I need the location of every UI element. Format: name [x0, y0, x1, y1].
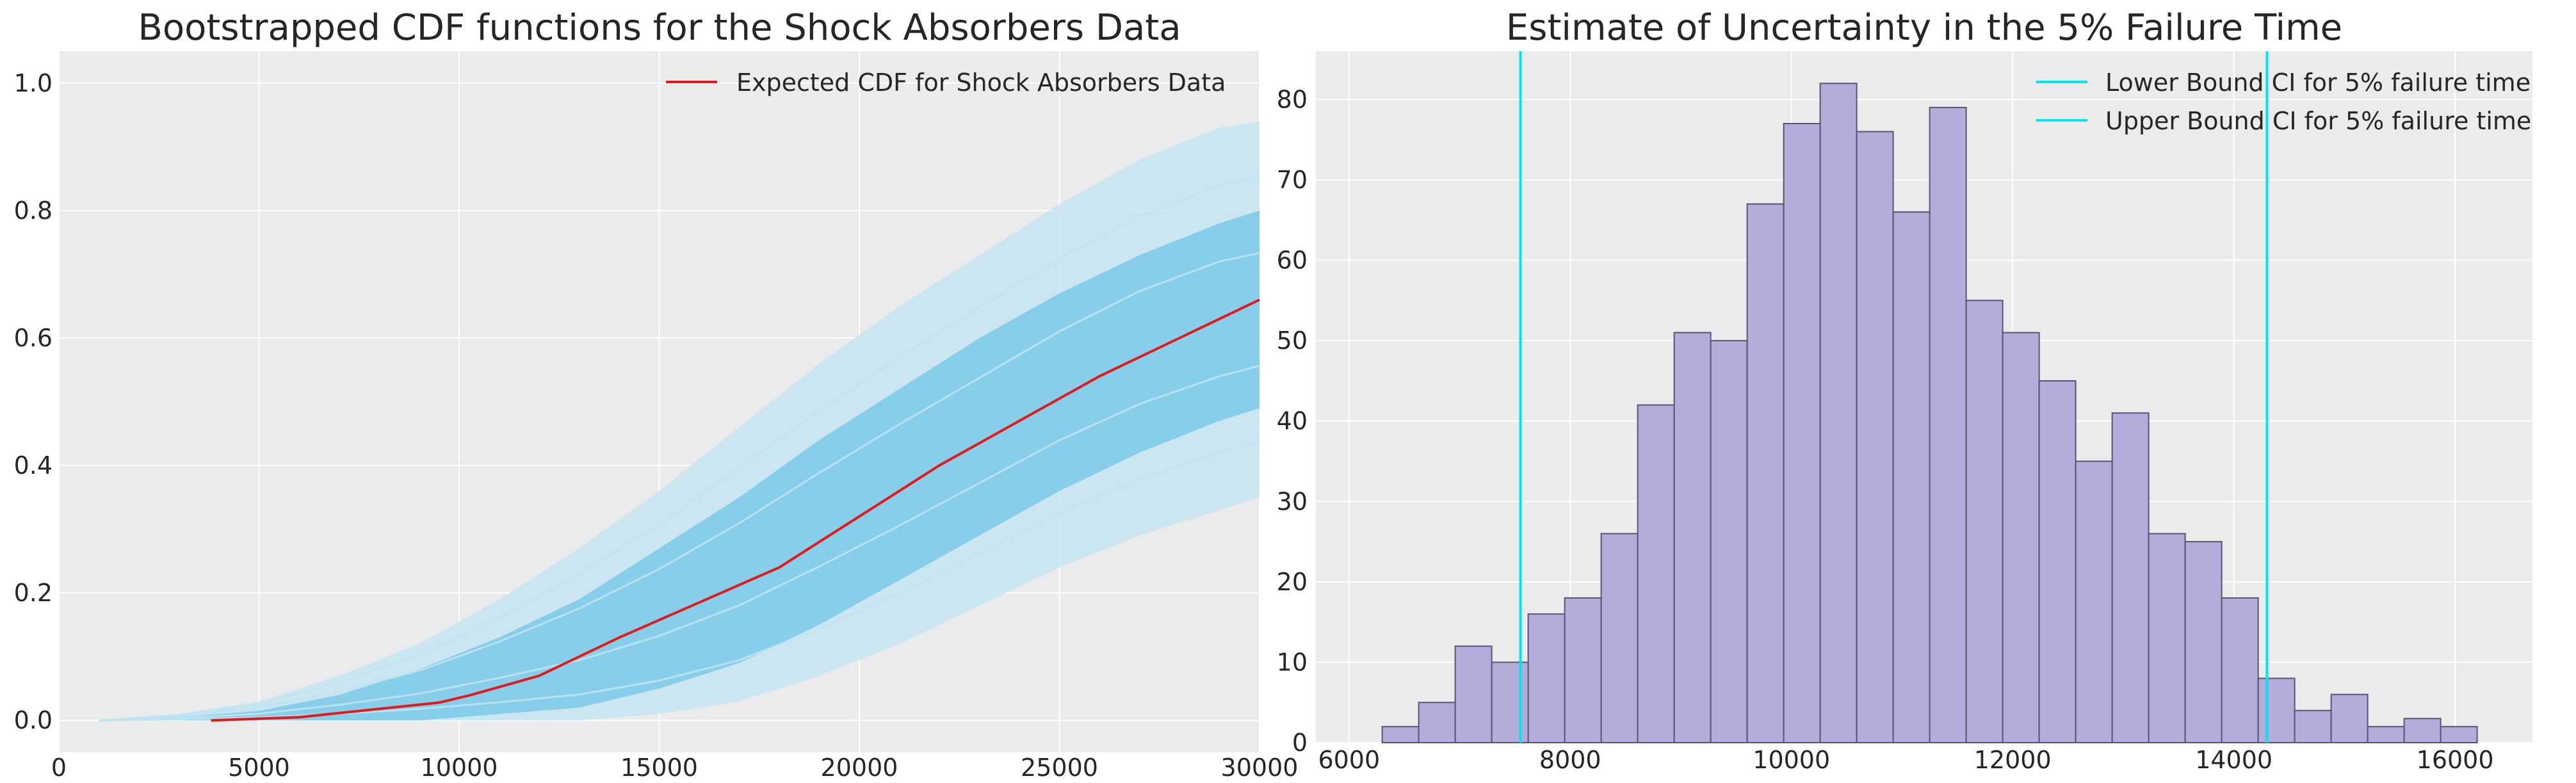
histogram-bar [1929, 106, 1967, 743]
cdf-y-tick-label: 0.6 [14, 324, 53, 352]
cdf-legend-label-expected: Expected CDF for Shock Absorbers Data [736, 69, 1226, 97]
histogram-bar [2257, 677, 2296, 744]
cdf-y-tick-label: 1.0 [14, 69, 53, 97]
histogram-bar [1418, 702, 1456, 744]
histogram-bar [1491, 661, 1529, 743]
histogram-bar [2367, 725, 2405, 743]
cdf-chart-title: Bootstrapped CDF functions for the Shock… [138, 7, 1181, 49]
histogram-legend: Lower Bound CI for 5% failure time Upper… [2036, 69, 2531, 135]
histogram-bar [2294, 709, 2332, 744]
histogram-y-tick-label: 10 [1277, 648, 1308, 676]
histogram-legend-label-upper: Upper Bound CI for 5% failure time [2105, 107, 2531, 135]
cdf-x-tick-label: 20000 [821, 754, 898, 782]
histogram-bar [1454, 645, 1493, 743]
histogram-x-tick-label: 6000 [1318, 746, 1380, 774]
bootstrap-band-core [99, 210, 1260, 721]
histogram-bar [1381, 725, 1420, 743]
histogram-bar [2002, 332, 2040, 743]
bootstrap-curve [99, 177, 1260, 722]
histogram-bar [2330, 693, 2369, 743]
bootstrap-curve [99, 252, 1260, 722]
histogram-bar [1856, 131, 1894, 743]
histogram-y-tick-label: 50 [1277, 327, 1308, 355]
histogram-bar [2148, 533, 2186, 743]
cdf-y-tick-label: 0.0 [14, 706, 53, 734]
cdf-y-tick-label: 0.2 [14, 579, 53, 607]
histogram-x-tick-label: 14000 [2195, 746, 2272, 774]
histogram-y-tick-label: 80 [1277, 85, 1308, 113]
histogram-bar [2184, 541, 2223, 743]
expected-cdf-line [211, 298, 1260, 722]
histogram-y-tick-label: 30 [1277, 487, 1308, 515]
histogram-bar [1600, 533, 1639, 743]
cdf-x-tick-label: 25000 [1021, 754, 1098, 782]
histogram-bar [1892, 211, 1931, 743]
cdf-bootstrap-band [99, 121, 1260, 722]
histogram-bar [1673, 332, 1712, 743]
histogram-x-tick-label: 10000 [1753, 746, 1830, 774]
histogram-bar [1746, 203, 1785, 743]
cdf-series [211, 298, 1260, 722]
cdf-x-tick-label: 15000 [620, 754, 698, 782]
histogram-bar [1710, 340, 1748, 743]
histogram-y-tick-label: 70 [1277, 166, 1308, 194]
histogram-x-tick-label: 16000 [2417, 746, 2494, 774]
histogram-x-tick-label: 12000 [1974, 746, 2052, 774]
cdf-x-tick-label: 0 [51, 754, 67, 782]
histogram-y-tick-label: 60 [1277, 246, 1308, 275]
histogram-bar [2075, 460, 2113, 743]
bootstrap-band-outer [99, 121, 1260, 721]
cdf-x-tick-label: 5000 [228, 754, 290, 782]
histogram-bar [1965, 300, 2004, 744]
cdf-x-tick-label: 10000 [421, 754, 498, 782]
histogram-ci-lines [1519, 51, 2269, 743]
cdf-x-tick-label: 30000 [1221, 754, 1299, 782]
histogram-bar [2403, 718, 2442, 743]
histogram-bar [2038, 380, 2077, 743]
histogram-bars [1381, 83, 2478, 744]
histogram-bar [1527, 613, 1566, 743]
bootstrap-curve [99, 440, 1260, 722]
cdf-tick-labels: 0 5000 10000 15000 20000 25000 30000 0.0 0.2 0.4 0… [14, 69, 1299, 782]
histogram-legend-label-lower: Lower Bound CI for 5% failure time [2105, 69, 2531, 97]
cdf-y-tick-label: 0.8 [14, 197, 53, 225]
histogram-y-tick-label: 20 [1277, 568, 1308, 596]
histogram-bar [1637, 404, 1675, 743]
histogram-bar [2440, 725, 2478, 743]
histogram-bar [1783, 123, 1821, 743]
histogram-x-tick-label: 8000 [1539, 746, 1601, 774]
histogram-y-tick-label: 0 [1292, 729, 1308, 757]
histogram-y-tick-label: 40 [1277, 407, 1308, 435]
histogram-chart-title: Estimate of Uncertainty in the 5% Failur… [1506, 7, 2342, 49]
cdf-legend: Expected CDF for Shock Absorbers Data [666, 69, 1226, 97]
histogram-bar [1564, 597, 1602, 743]
histogram-bar [2111, 412, 2150, 743]
failure-time-histogram: 6000 8000 10000 12000 14000 16000 0 10 20 30 40 50 6… [1277, 7, 2532, 774]
cdf-y-tick-label: 0.4 [14, 451, 53, 480]
histogram-bar [2221, 597, 2259, 743]
bootstrap-curve [99, 364, 1260, 722]
histogram-bar [1819, 83, 1858, 744]
histogram-tick-labels: 6000 8000 10000 12000 14000 16000 0 10 20 30 40 50 6… [1277, 85, 2494, 774]
cdf-chart: 0 5000 10000 15000 20000 25000 30000 0.0 0.2 0.4 0… [14, 7, 1299, 782]
